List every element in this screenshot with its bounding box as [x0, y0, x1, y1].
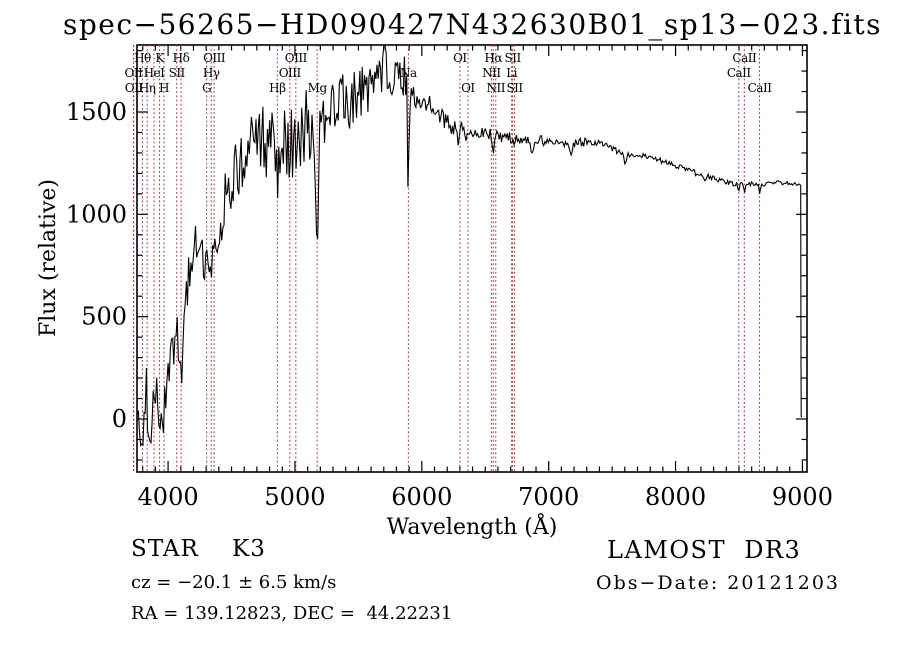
y-tick-label: 1000 — [66, 200, 127, 228]
ra-dec-value: RA = 139.12823, DEC = 44.22231 — [131, 603, 453, 624]
line-label-OIII: OIII — [203, 51, 226, 65]
line-label-Hθ: Hθ — [134, 51, 151, 65]
cz-value: cz = −20.1 ± 6.5 km/s — [131, 572, 337, 593]
y-tick-label: 500 — [81, 303, 127, 331]
spectrum-trace — [136, 45, 803, 447]
line-label-SII: SII — [505, 51, 522, 65]
line-label-OIII: OIII — [285, 51, 308, 65]
line-label-Hη: Hη — [139, 81, 156, 95]
line-label-CaII: CaII — [732, 51, 757, 65]
line-label-OII: OII — [125, 66, 144, 80]
line-label-Na: Na — [400, 66, 417, 80]
line-label-G: G — [202, 81, 211, 95]
line-label-SII: SII — [506, 81, 523, 95]
line-label-Hα: Hα — [484, 51, 502, 65]
line-label-OI: OI — [461, 81, 475, 95]
line-label-OI: OI — [453, 51, 467, 65]
x-tick-label: 8000 — [645, 483, 706, 511]
line-label-H: H — [159, 81, 169, 95]
y-tick-label: 0 — [112, 405, 127, 433]
line-label-CaII: CaII — [748, 81, 773, 95]
x-tick-label: 4000 — [138, 483, 199, 511]
class-label: STAR K3 — [131, 536, 266, 562]
obs-date-value: Obs−Date: 20121203 — [596, 572, 840, 594]
line-label-K: K — [155, 51, 165, 65]
line-label-HeI: HeI — [144, 66, 166, 80]
y-tick-label: 1500 — [66, 98, 127, 126]
line-label-OII: OII — [125, 81, 144, 95]
line-label-Hδ: Hδ — [173, 51, 190, 65]
x-tick-label: 9000 — [772, 483, 833, 511]
line-label-SII: SII — [169, 66, 186, 80]
line-label-NII: NII — [482, 66, 501, 80]
plot-frame — [136, 44, 808, 473]
line-label-Mg: Mg — [308, 81, 328, 95]
line-label-OIII: OIII — [279, 66, 302, 80]
line-label-CaII: CaII — [727, 66, 752, 80]
line-label-NII: NII — [487, 81, 506, 95]
plot-title: spec−56265−HD090427N432630B01_sp13−023.f… — [62, 8, 883, 41]
x-tick-label: 6000 — [391, 483, 452, 511]
survey-label: LAMOST DR3 — [607, 536, 802, 564]
x-tick-label: 5000 — [264, 483, 325, 511]
x-axis-title: Wavelength (Å) — [387, 512, 558, 540]
line-label-Hβ: Hβ — [269, 81, 286, 95]
x-tick-label: 7000 — [518, 483, 579, 511]
line-label-Hγ: Hγ — [203, 66, 220, 80]
y-axis-title: Flux (relative) — [36, 179, 61, 337]
line-label-Li: Li — [506, 66, 517, 80]
